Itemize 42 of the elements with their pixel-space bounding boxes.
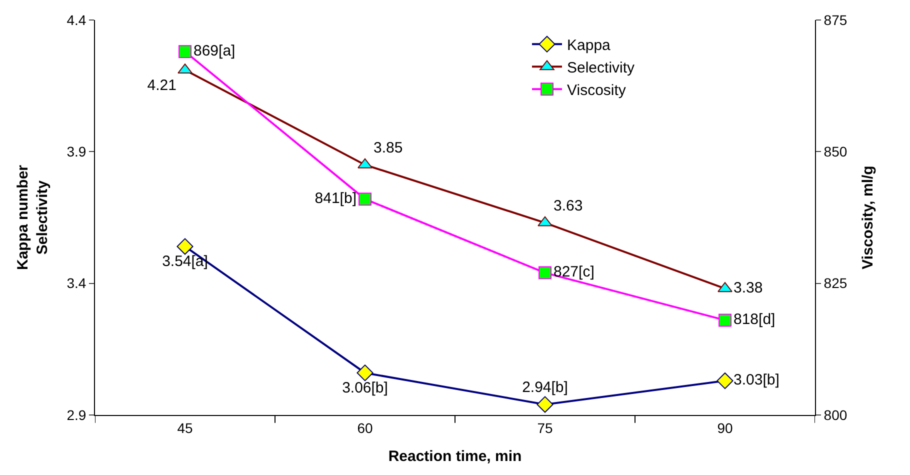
y2-axis-title: Viscosity, ml/g [859,166,876,270]
data-label: 841[b] [314,190,356,207]
data-label: 4.21 [147,76,176,94]
y2-tick-label: 875 [824,12,848,28]
point [176,238,194,255]
point [178,45,192,58]
x-tick-label: 60 [357,420,373,436]
legend-label: Selectivity [567,60,636,76]
legend-label: Kappa [567,37,612,54]
data-label: 827[c] [554,264,594,281]
x-tick-label: 45 [177,420,193,436]
point [178,64,192,74]
x-axis-title: Reaction time, min [388,448,522,465]
point [358,192,372,206]
data-label: 818[d] [734,310,776,328]
point [718,314,732,327]
data-label: 3.85 [374,140,403,157]
y-tick-label: 2.9 [66,406,86,423]
data-label: 3.54[a] [162,253,208,270]
point [716,372,734,390]
y-axis-title: Kappa number Selectivity [14,164,51,270]
point [538,216,552,226]
point [536,396,554,413]
x-tick-label: 90 [717,420,733,436]
data-label: 3.03[b] [734,372,780,389]
y-tick-label: 4.4 [66,12,86,28]
y-tick-label: 3.4 [66,275,86,292]
point [356,364,374,382]
data-label: 3.63 [554,198,583,215]
data-label: 3.38 [734,279,763,296]
point [538,266,552,280]
point [358,158,372,168]
y2-tick-label: 800 [824,406,848,423]
data-label: 2.94[b] [522,379,568,396]
y2-tick-label: 825 [824,275,848,292]
y2-tick-label: 850 [824,144,848,160]
x-tick-label: 75 [537,420,553,436]
data-label: 3.06[b] [342,380,388,397]
legend-label: Viscosity [567,82,626,99]
data-label: 869[a] [194,42,236,60]
point [718,282,732,292]
y-tick-label: 3.9 [66,144,86,160]
